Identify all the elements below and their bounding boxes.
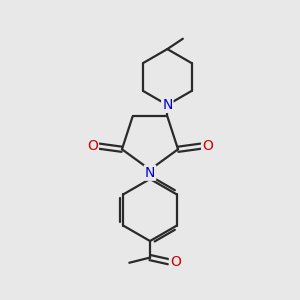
Text: O: O: [202, 139, 213, 153]
Text: N: N: [145, 166, 155, 180]
Text: O: O: [170, 255, 181, 269]
Text: O: O: [87, 139, 98, 153]
Text: N: N: [162, 98, 172, 112]
